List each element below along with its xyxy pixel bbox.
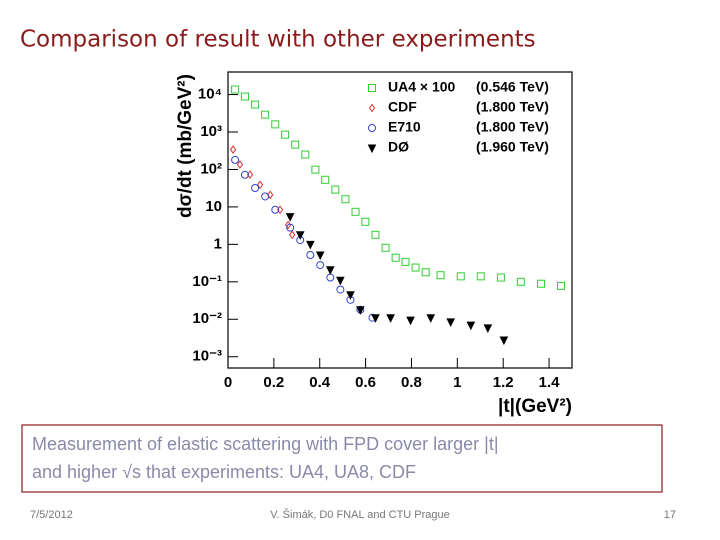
data-point	[267, 190, 274, 200]
data-point	[321, 175, 330, 184]
x-tick-label: 0	[224, 374, 232, 391]
data-point	[406, 316, 415, 326]
data-point	[466, 321, 476, 331]
data-point	[325, 266, 335, 275]
legend-energy: (1.960 TeV)	[476, 139, 549, 155]
data-point	[240, 170, 249, 179]
data-point	[351, 207, 360, 216]
legend-label: DØ	[388, 139, 409, 155]
data-point	[411, 263, 420, 272]
data-point	[306, 251, 315, 260]
x-tick-label: 1	[453, 374, 461, 391]
text-line: and higher √s that experiments: UA4, UA8…	[32, 462, 416, 482]
data-point	[436, 271, 445, 280]
data-point	[537, 279, 546, 288]
legend-label: UA4 × 100	[388, 79, 456, 95]
legend-label: E710	[388, 119, 421, 135]
data-point	[331, 185, 340, 194]
y-tick-label: 10⁻¹	[192, 273, 222, 290]
y-tick-label: 10⁻²	[192, 310, 222, 327]
data-point	[401, 257, 410, 266]
data-point	[326, 273, 335, 282]
legend-marker	[368, 84, 376, 92]
data-point	[261, 192, 270, 201]
data-point	[426, 314, 436, 323]
data-point	[251, 183, 260, 192]
data-point	[289, 230, 296, 240]
x-axis-label: |t|(GeV²)	[498, 396, 572, 417]
data-point	[496, 273, 505, 282]
data-point	[236, 160, 244, 169]
x-tick-label: 0.6	[355, 374, 376, 391]
data-point	[286, 223, 295, 232]
text-line: Measurement of elastic scattering with F…	[32, 434, 499, 454]
data-point	[336, 285, 345, 294]
y-tick-label: 10⁴	[198, 86, 222, 103]
data-point	[336, 276, 345, 286]
legend-energy: (0.546 TeV)	[476, 79, 549, 95]
legend-energy: (1.800 TeV)	[476, 99, 549, 115]
data-point	[371, 314, 380, 323]
data-point	[281, 130, 290, 139]
slide-title: Comparison of result with other experime…	[20, 27, 536, 53]
data-point	[556, 281, 565, 290]
footer-page: 17	[664, 509, 676, 521]
data-point	[301, 150, 310, 159]
data-point	[295, 231, 305, 240]
x-tick-label: 1.2	[493, 374, 514, 391]
x-tick-label: 0.2	[263, 374, 284, 391]
data-point	[256, 180, 264, 190]
y-tick-label: 1	[214, 235, 222, 252]
data-point	[456, 272, 465, 281]
y-tick-label: 10²	[200, 160, 222, 177]
data-point	[499, 336, 509, 346]
plot-frame	[227, 71, 573, 369]
data-point	[421, 268, 430, 277]
y-tick-label: 10⁻³	[192, 348, 222, 365]
x-tick-label: 0.4	[309, 374, 331, 391]
data-point	[315, 251, 325, 261]
data-point	[391, 253, 400, 262]
legend-marker	[367, 144, 377, 154]
data-point	[446, 318, 455, 328]
data-point	[261, 110, 270, 119]
data-point	[316, 261, 325, 270]
data-point	[231, 85, 240, 94]
legend-marker	[368, 103, 376, 113]
data-point	[229, 145, 237, 154]
data-point	[311, 165, 320, 174]
legend-energy: (1.800 TeV)	[476, 119, 549, 135]
data-point	[371, 230, 380, 239]
x-tick-label: 1.4	[539, 374, 561, 391]
legend-label: CDF	[388, 99, 417, 115]
data-point	[361, 217, 370, 226]
data-point	[240, 92, 249, 101]
data-point	[356, 306, 365, 315]
data-point	[285, 213, 295, 222]
y-axis-label: dσ/dt (mb/GeV²)	[175, 74, 196, 218]
data-point	[251, 100, 260, 109]
data-point	[386, 314, 395, 323]
footer-author: V. Šimák, D0 FNAL and CTU Prague	[270, 508, 450, 521]
data-point	[483, 324, 493, 333]
legend-marker	[368, 124, 376, 132]
text-box	[21, 424, 663, 493]
y-tick-label: 10³	[200, 123, 222, 140]
x-tick-label: 0.8	[401, 374, 422, 391]
data-point	[476, 272, 485, 281]
data-point	[271, 120, 280, 129]
data-point	[516, 277, 525, 286]
y-tick-label: 10	[205, 198, 222, 215]
data-point	[231, 155, 240, 164]
data-point	[381, 243, 390, 252]
footer-date: 7/5/2012	[30, 509, 73, 521]
data-point	[341, 195, 350, 204]
data-point	[271, 205, 280, 214]
data-point	[346, 291, 355, 300]
data-point	[306, 240, 315, 250]
data-point	[291, 140, 300, 149]
